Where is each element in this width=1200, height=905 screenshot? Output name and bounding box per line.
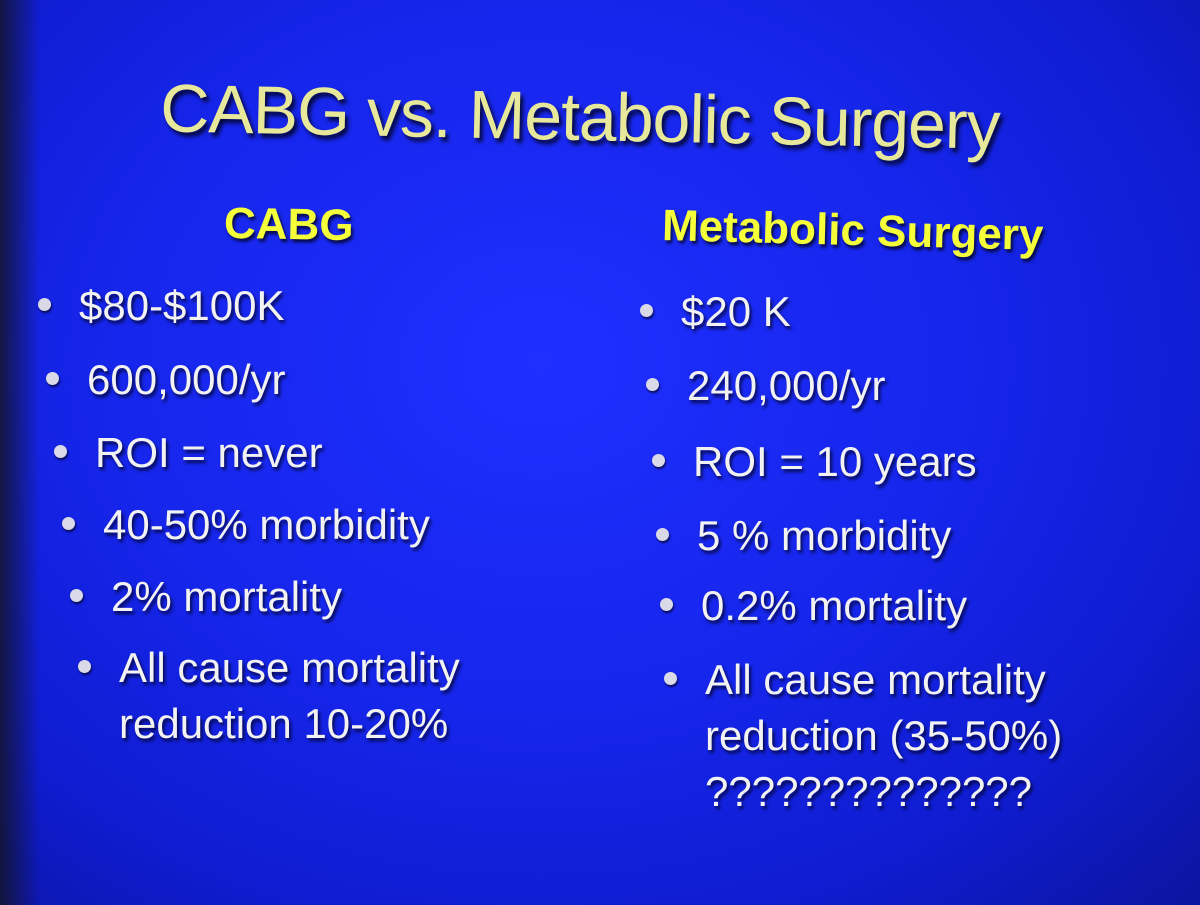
cabg-bullet-roi: ROI = never (54, 425, 323, 481)
cabg-bullet-volume: 600,000/yr (46, 352, 285, 408)
metabolic-bullet-all-cause: All cause mortality reduction (35-50%) ?… (664, 652, 1062, 820)
cabg-bullet-cost: $80-$100K (38, 278, 285, 334)
bullet-text: $80-$100K (79, 282, 285, 329)
bullet-text: All cause mortality reduction (35-50%) ?… (705, 656, 1063, 815)
bullet-dot-icon (78, 660, 91, 674)
bullet-dot-icon (640, 304, 653, 318)
bullet-text: 5 % morbidity (697, 512, 952, 559)
bullet-dot-icon (62, 517, 75, 531)
metabolic-bullet-morbidity: 5 % morbidity (656, 508, 951, 564)
bullet-text: $20 K (681, 288, 791, 335)
bullet-dot-icon (652, 454, 665, 468)
bullet-text: 600,000/yr (87, 356, 286, 403)
bullet-text: 240,000/yr (687, 362, 886, 409)
bullet-dot-icon (38, 298, 51, 312)
bullet-dot-icon (656, 528, 669, 542)
cabg-column-heading: CABG (223, 198, 354, 251)
bullet-dot-icon (70, 589, 83, 603)
metabolic-bullet-cost: $20 K (640, 284, 791, 340)
bullet-dot-icon (664, 672, 677, 686)
cabg-bullet-mortality: 2% mortality (70, 569, 342, 625)
bullet-dot-icon (660, 598, 673, 612)
metabolic-bullet-roi: ROI = 10 years (652, 434, 977, 490)
slide-title: CABG vs. Metabolic Surgery (159, 70, 1001, 164)
bullet-dot-icon (46, 372, 59, 386)
photo-vignette (0, 0, 40, 905)
bullet-text: ROI = 10 years (693, 438, 977, 485)
cabg-bullet-all-cause: All cause mortality reduction 10-20% (78, 640, 460, 752)
bullet-dot-icon (54, 445, 67, 459)
bullet-text: All cause mortality reduction 10-20% (119, 644, 460, 747)
bullet-dot-icon (646, 378, 659, 392)
cabg-bullet-morbidity: 40-50% morbidity (62, 497, 430, 553)
bullet-text: 2% mortality (111, 573, 343, 620)
metabolic-surgery-column-heading: Metabolic Surgery (661, 201, 1045, 260)
metabolic-bullet-mortality: 0.2% mortality (660, 578, 967, 634)
bullet-text: 0.2% mortality (701, 582, 968, 629)
bullet-text: ROI = never (95, 429, 323, 476)
bullet-text: 40-50% morbidity (103, 501, 430, 548)
metabolic-bullet-volume: 240,000/yr (646, 358, 885, 414)
